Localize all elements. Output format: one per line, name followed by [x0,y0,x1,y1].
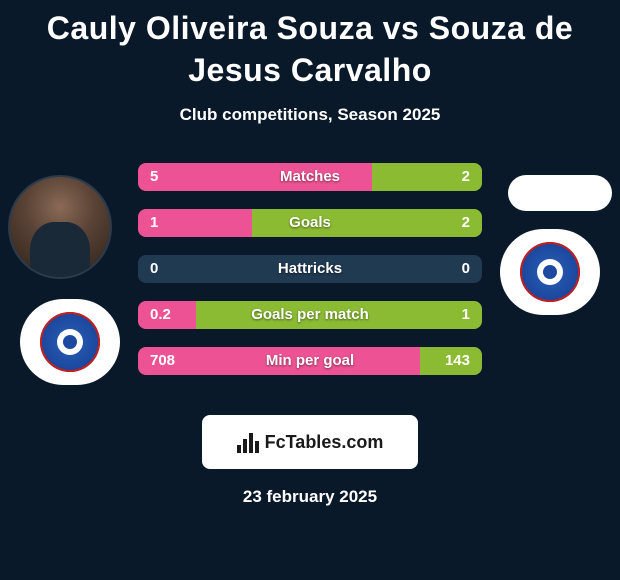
stat-label: Hattricks [138,255,482,283]
stats-area: 52Matches 12Goals 00Hattricks 0.21Goals per… [0,163,620,393]
stat-row: 0.21Goals per match [138,301,482,329]
player-right-pill [508,175,612,211]
page-title: Cauly Oliveira Souza vs Souza de Jesus C… [0,0,620,91]
source-badge-text: FcTables.com [265,432,384,453]
stat-row: 708143Min per goal [138,347,482,375]
stat-label: Goals [138,209,482,237]
stat-rows: 52Matches 12Goals 00Hattricks 0.21Goals per… [138,163,482,375]
bar-chart-icon [237,431,259,453]
stat-label: Min per goal [138,347,482,375]
stat-row: 00Hattricks [138,255,482,283]
club-badge-right [500,229,600,315]
stat-label: Goals per match [138,301,482,329]
player-left-avatar [8,175,112,279]
club-badge-left [20,299,120,385]
shield-icon [520,242,580,302]
source-badge: FcTables.com [202,415,418,469]
stat-label: Matches [138,163,482,191]
shield-icon [40,312,100,372]
date: 23 february 2025 [0,487,620,507]
stat-row: 12Goals [138,209,482,237]
stat-row: 52Matches [138,163,482,191]
subtitle: Club competitions, Season 2025 [0,105,620,125]
